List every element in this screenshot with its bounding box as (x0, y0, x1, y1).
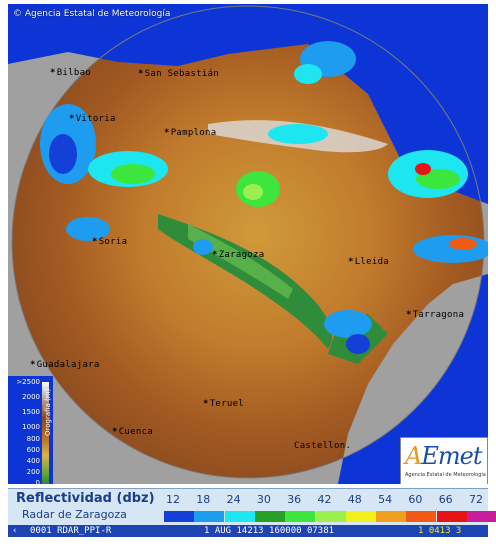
scale-swatch (315, 511, 346, 522)
scale-value: 54 (378, 493, 393, 506)
city-san-sebastian: *San Sebastián (138, 69, 220, 79)
city-zaragoza: *Zaragoza (212, 250, 265, 260)
status-extra: 1 0413 3 (418, 526, 462, 536)
orography-legend: >2500 2000 1500 1000 800 600 400 200 0 O… (8, 376, 53, 484)
oro-tick: 1500 (22, 408, 40, 416)
city-bilbao: *Bilbao (50, 68, 92, 78)
scale-value: 48 (347, 493, 362, 506)
city-soria: *Soria (92, 237, 128, 247)
scale-value: 30 (256, 493, 271, 506)
aemet-logo-subtitle: Agencia Estatal de Meteorología (405, 472, 486, 478)
scale-swatch (224, 511, 255, 522)
scale-value: 18 (196, 493, 211, 506)
scale-value: 36 (287, 493, 302, 506)
status-bar: ‹ 0001 RDAR_PPI-R 1 AUG 14213 160000 073… (8, 525, 488, 537)
reflectivity-echoes (40, 41, 488, 354)
city-lleida: *Lleida (348, 257, 390, 267)
city-castellon: Castellon. (294, 441, 352, 451)
copyright-notice: © Agencia Estatal de Meteorología (13, 9, 171, 19)
city-teruel: *Teruel (203, 399, 245, 409)
scale-value: 66 (438, 493, 453, 506)
oro-tick: 2000 (22, 393, 40, 401)
legend-subtitle: Radar de Zaragoza (22, 508, 127, 521)
city-guadalajara: *Guadalajara (30, 360, 100, 370)
reflectivity-legend: Reflectividad (dbz) Radar de Zaragoza 12… (8, 488, 496, 526)
scale-swatch (194, 511, 225, 522)
scale-swatch (345, 511, 376, 522)
radar-map: © Agencia Estatal de Meteorología *Bilba… (8, 4, 488, 484)
scale-swatch (436, 511, 467, 522)
scale-swatch (254, 511, 285, 522)
aemet-logo: AEmet Agencia Estatal de Meteorología (400, 437, 488, 484)
scale-value: 60 (408, 493, 423, 506)
city-cuenca: *Cuenca (112, 427, 154, 437)
oro-tick: 400 (26, 457, 40, 465)
scale-value: 24 (226, 493, 241, 506)
status-product: 0001 RDAR_PPI-R (30, 526, 112, 536)
terrain-layer (8, 4, 488, 484)
scale-swatch (376, 511, 407, 522)
scale-value: 12 (166, 493, 180, 506)
oro-tick: 600 (26, 446, 40, 454)
oro-tick: 800 (26, 435, 40, 443)
legend-title: Reflectividad (dbz) (16, 491, 155, 506)
oro-tick: 0 (35, 479, 40, 484)
scale-value: 42 (317, 493, 332, 506)
scale-swatch (285, 511, 316, 522)
aemet-logo-word: AEmet (405, 442, 482, 470)
city-pamplona: *Pamplona (164, 128, 217, 138)
scale-swatch (164, 511, 194, 522)
oro-tick: 200 (26, 468, 40, 476)
status-indicator: ‹ (12, 526, 18, 536)
scale-value: 72 (469, 493, 483, 506)
oro-tick: >2500 (16, 378, 40, 386)
scale-swatch (406, 511, 437, 522)
status-date: 1 AUG 14213 160000 07381 (204, 526, 335, 536)
oro-tick: 1000 (22, 423, 40, 431)
orography-color-bar (42, 382, 49, 484)
city-vitoria: *Vitoria (69, 114, 116, 124)
scale-swatch (467, 511, 496, 522)
city-tarragona: *Tarragona (406, 310, 465, 320)
orography-title: Orografía (m) (44, 388, 52, 436)
